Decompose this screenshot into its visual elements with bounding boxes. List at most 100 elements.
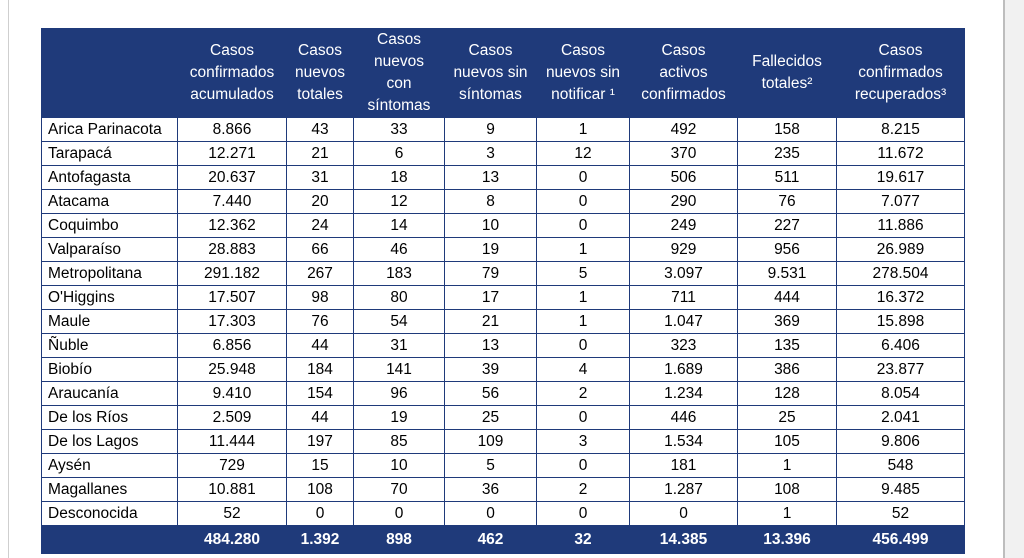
data-cell: 3.097 — [629, 261, 738, 286]
data-cell: 3 — [536, 429, 630, 454]
data-cell: 98 — [286, 285, 354, 310]
table-row: Ñuble 6.856 44 31 13 0 323 135 6.406 — [41, 333, 965, 358]
data-cell: 9.531 — [737, 261, 837, 286]
data-cell: 1.234 — [629, 381, 738, 406]
data-cell: 158 — [737, 117, 837, 142]
data-cell: 135 — [737, 333, 837, 358]
data-cell: 23.877 — [836, 357, 965, 382]
data-cell: 20.637 — [177, 165, 287, 190]
table-row: De los Ríos 2.509 44 19 25 0 446 25 2.041 — [41, 405, 965, 430]
region-name: Desconocida — [41, 501, 178, 526]
table-body: Arica Parinacota 8.866 43 33 9 1 492 158 8.215 Ta… — [41, 117, 965, 554]
page-border-right — [1003, 0, 1005, 558]
data-cell: 8.215 — [836, 117, 965, 142]
data-cell: 8.054 — [836, 381, 965, 406]
data-cell: 956 — [737, 237, 837, 262]
data-cell: 19 — [353, 405, 445, 430]
data-cell: 506 — [629, 165, 738, 190]
region-name: O'Higgins — [41, 285, 178, 310]
data-cell: 26.989 — [836, 237, 965, 262]
data-cell: 10.881 — [177, 477, 287, 502]
column-header: Casos nuevos con síntomas — [353, 28, 445, 118]
region-name: Metropolitana — [41, 261, 178, 286]
data-cell: 80 — [353, 285, 445, 310]
data-cell: 39 — [444, 357, 537, 382]
total-cell: 32 — [536, 525, 630, 554]
total-cell: 1.392 — [286, 525, 354, 554]
region-name: Ñuble — [41, 333, 178, 358]
total-cell: 898 — [353, 525, 445, 554]
table-row: Araucanía 9.410 154 96 56 2 1.234 128 8.054 — [41, 381, 965, 406]
table-row: Metropolitana 291.182 267 183 79 5 3.097 9.531 2… — [41, 261, 965, 286]
data-cell: 227 — [737, 213, 837, 238]
data-cell: 46 — [353, 237, 445, 262]
data-cell: 0 — [629, 501, 738, 526]
data-cell: 2 — [536, 477, 630, 502]
data-cell: 0 — [536, 453, 630, 478]
total-cell: 13.396 — [737, 525, 837, 554]
data-cell: 1 — [737, 501, 837, 526]
region-name: Coquimbo — [41, 213, 178, 238]
table-row: De los Lagos 11.444 197 85 109 3 1.534 105 9.806 — [41, 429, 965, 454]
data-cell: 15.898 — [836, 309, 965, 334]
data-cell: 511 — [737, 165, 837, 190]
data-cell: 548 — [836, 453, 965, 478]
table-row: Valparaíso 28.883 66 46 19 1 929 956 26.989 — [41, 237, 965, 262]
data-cell: 52 — [836, 501, 965, 526]
data-cell: 0 — [536, 165, 630, 190]
viewer-edge — [1005, 0, 1024, 558]
data-cell: 33 — [353, 117, 445, 142]
data-cell: 0 — [353, 501, 445, 526]
data-cell: 25.948 — [177, 357, 287, 382]
table-row: Aysén 729 15 10 5 0 181 1 548 — [41, 453, 965, 478]
data-cell: 6 — [353, 141, 445, 166]
data-cell: 54 — [353, 309, 445, 334]
data-cell: 369 — [737, 309, 837, 334]
data-cell: 1 — [536, 309, 630, 334]
data-cell: 76 — [737, 189, 837, 214]
data-cell: 9.410 — [177, 381, 287, 406]
data-cell: 13 — [444, 165, 537, 190]
data-cell: 1 — [737, 453, 837, 478]
data-cell: 16.372 — [836, 285, 965, 310]
data-cell: 386 — [737, 357, 837, 382]
region-name: Valparaíso — [41, 237, 178, 262]
data-cell: 105 — [737, 429, 837, 454]
data-cell: 8 — [444, 189, 537, 214]
data-cell: 1 — [536, 117, 630, 142]
data-cell: 108 — [737, 477, 837, 502]
data-cell: 128 — [737, 381, 837, 406]
table-row: Antofagasta 20.637 31 18 13 0 506 511 19.617 — [41, 165, 965, 190]
data-cell: 492 — [629, 117, 738, 142]
data-cell: 11.886 — [836, 213, 965, 238]
data-cell: 154 — [286, 381, 354, 406]
data-cell: 711 — [629, 285, 738, 310]
region-name: Arica Parinacota — [41, 117, 178, 142]
data-cell: 21 — [286, 141, 354, 166]
data-cell: 11.444 — [177, 429, 287, 454]
data-cell: 21 — [444, 309, 537, 334]
data-cell: 7.440 — [177, 189, 287, 214]
total-cell — [41, 525, 178, 554]
data-cell: 12.362 — [177, 213, 287, 238]
total-cell: 462 — [444, 525, 537, 554]
data-cell: 370 — [629, 141, 738, 166]
data-cell: 17.507 — [177, 285, 287, 310]
region-name: Tarapacá — [41, 141, 178, 166]
data-cell: 44 — [286, 405, 354, 430]
data-cell: 24 — [286, 213, 354, 238]
data-cell: 52 — [177, 501, 287, 526]
region-name: Maule — [41, 309, 178, 334]
column-header: Fallecidos totales² — [737, 28, 837, 118]
data-cell: 8.866 — [177, 117, 287, 142]
data-cell: 109 — [444, 429, 537, 454]
column-header: Casos nuevos sin notificar ¹ — [536, 28, 630, 118]
column-header: Casos nuevos totales — [286, 28, 354, 118]
data-cell: 96 — [353, 381, 445, 406]
data-cell: 1.689 — [629, 357, 738, 382]
data-cell: 2.041 — [836, 405, 965, 430]
table-row: Magallanes 10.881 108 70 36 2 1.287 108 9.485 — [41, 477, 965, 502]
region-name: Atacama — [41, 189, 178, 214]
data-cell: 1 — [536, 237, 630, 262]
totals-row: 484.280 1.392 898 462 32 14.385 13.396 456.499 — [41, 525, 965, 554]
